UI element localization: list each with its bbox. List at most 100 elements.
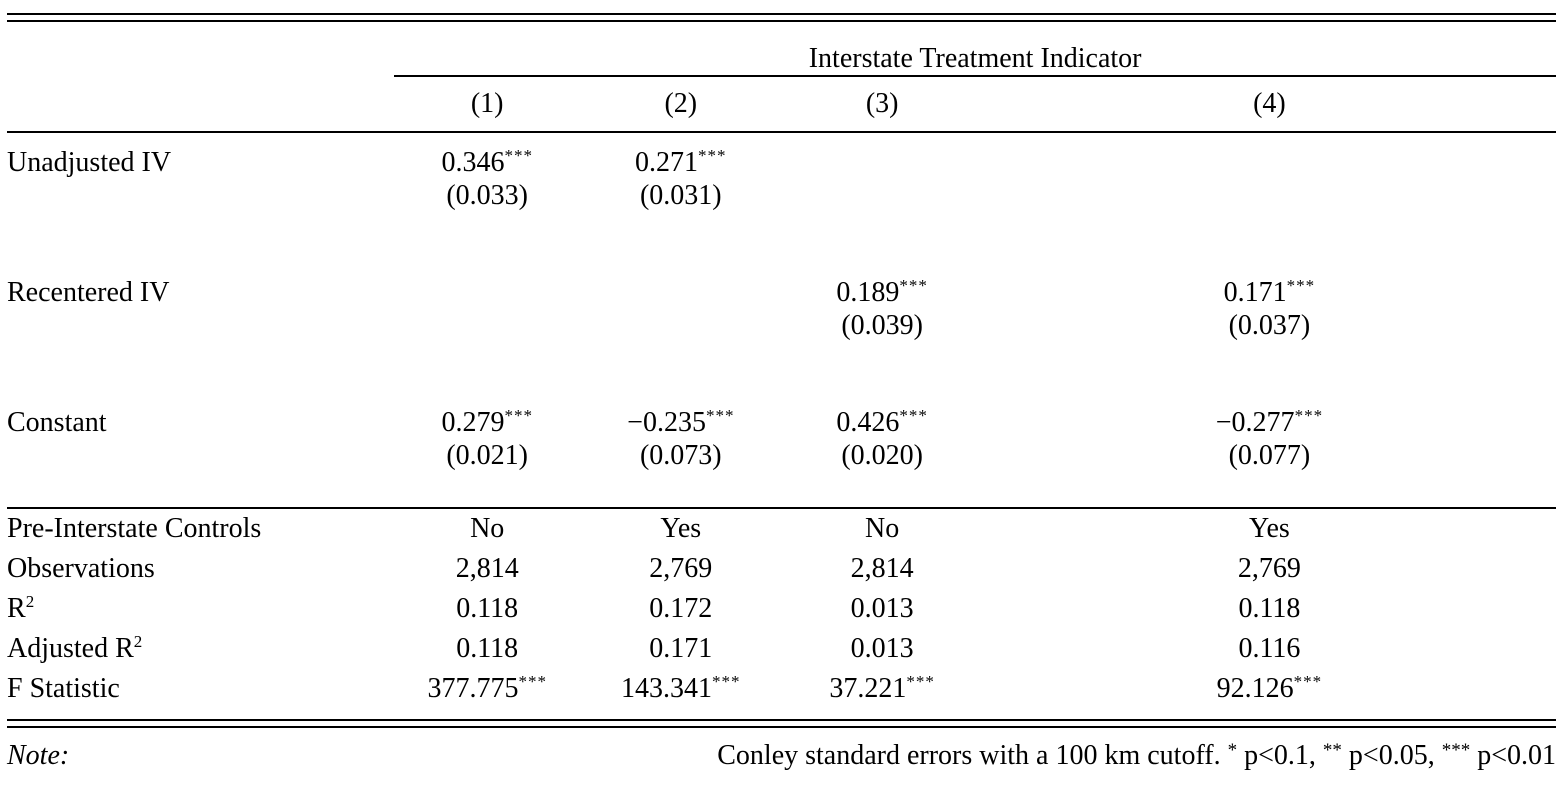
coef-row-constant: Constant 0.279*** −0.235*** 0.426*** −0.… [7,393,1556,439]
stub-empty-cell [7,179,394,219]
significance-stars: *** [899,406,928,425]
row-label: F Statistic [7,673,120,704]
coef-row-unadjusted-iv: Unadjusted IV 0.346*** 0.271*** [7,132,1556,179]
bottom-rule-row [7,709,1556,728]
regression-table: Interstate Treatment Indicator (1) (2) (… [7,22,1556,773]
label-superscript: 2 [133,632,144,651]
column-number-row: (1) (2) (3) (4) [7,76,1556,133]
coef-cell: 0.271*** [580,132,781,179]
row-label: R2 [7,592,36,624]
coef-estimate: −0.277 [1215,407,1295,438]
significance-star-key: * [1227,740,1238,761]
significance-stars: *** [712,672,741,691]
stat-cell: 2,769 [649,553,713,584]
se-cell: (0.031) [639,180,722,211]
coef-cell: 0.171*** [983,263,1556,309]
stat-cell: 0.116 [1238,633,1301,664]
stat-cell: 2,814 [455,553,519,584]
coef-estimate: 0.279 [441,407,505,438]
spacer-row [7,349,1556,393]
stat-cell: 143.341*** [621,672,741,704]
se-cell: (0.021) [446,440,529,471]
stat-cell: 0.171 [649,633,713,664]
significance-stars: *** [1294,406,1324,425]
stat-cell: 0.118 [1238,593,1301,624]
note-label: Note: [7,740,70,771]
coef-cell: −0.235*** [580,393,781,439]
se-cell [983,179,1556,219]
stat-row-adjusted-r-squared: Adjusted R2 0.118 0.171 0.013 0.116 [7,629,1556,669]
column-header-4: (4) [982,76,1556,133]
stub-empty-cell [7,309,394,349]
stub-empty-cell [7,76,395,133]
stat-cell: 37.221*** [829,672,935,704]
dependent-variable-header-row: Interstate Treatment Indicator [7,22,1556,77]
column-header-3: (3) [781,76,983,133]
se-row-recentered-iv: (0.039) (0.037) [7,309,1556,349]
row-label: Recentered IV [7,277,170,308]
coef-cell [394,263,580,309]
spacer-row [7,479,1556,508]
se-cell: (0.020) [841,440,923,471]
se-cell: (0.077) [1228,440,1311,471]
se-cell [580,309,781,349]
coef-row-recentered-iv: Recentered IV 0.189*** 0.171*** [7,263,1556,309]
significance-star-key: *** [1441,740,1471,761]
coef-cell: 0.426*** [781,393,982,439]
se-cell: (0.033) [446,180,529,211]
coef-estimate: 0.171 [1223,277,1287,308]
stat-cell: No [781,507,983,549]
top-double-rule [7,13,1556,22]
se-row-constant: (0.021) (0.073) (0.020) (0.077) [7,439,1556,479]
stat-cell: Yes [580,507,782,549]
stat-cell: No [394,507,581,549]
stat-cell: Yes [982,507,1556,549]
stat-cell: 0.118 [456,593,519,624]
stat-cell: 92.126*** [1216,672,1323,704]
dependent-variable-label: Interstate Treatment Indicator [394,22,1556,77]
significance-star-key: ** [1322,740,1342,761]
note-row: Note: Conley standard errors with a 100 … [7,728,1556,773]
se-cell [394,309,580,349]
stat-cell: 0.118 [456,633,519,664]
stat-row-controls: Pre-Interstate Controls No Yes No Yes [7,507,1556,549]
stat-cell: 0.013 [850,633,914,664]
coef-cell [580,263,781,309]
row-label: Unadjusted IV [7,147,172,178]
significance-stars: *** [504,406,533,425]
se-cell: (0.037) [1228,310,1311,341]
coef-cell: −0.277*** [983,393,1556,439]
note-text: Conley standard errors with a 100 km cut… [717,740,1556,771]
column-header-1: (1) [394,76,581,133]
significance-stars: *** [518,672,547,691]
se-cell: (0.039) [841,310,923,341]
coef-cell: 0.279*** [394,393,580,439]
bottom-double-rule [7,719,1556,728]
coef-cell [983,132,1556,179]
coef-cell [781,132,982,179]
coef-cell: 0.346*** [394,132,580,179]
stat-cell: 2,769 [1237,553,1301,584]
stat-cell: 377.775*** [427,672,547,704]
stat-cell: 0.013 [850,593,914,624]
se-cell: (0.073) [639,440,722,471]
se-row-unadjusted-iv: (0.033) (0.031) [7,179,1556,219]
stub-empty-cell [7,439,394,479]
row-label: Pre-Interstate Controls [7,507,395,549]
se-cell [781,179,982,219]
coef-estimate: 0.271 [635,147,699,178]
stat-cell: 2,814 [850,553,914,584]
significance-stars: *** [899,276,928,295]
significance-stars: *** [906,672,935,691]
stat-cell: 0.172 [649,593,713,624]
coef-estimate: 0.189 [836,277,900,308]
stat-row-f-statistic: F Statistic 377.775*** 143.341*** 37.221… [7,669,1556,709]
coef-estimate: 0.346 [441,147,505,178]
significance-stars: *** [705,406,735,425]
stat-row-r-squared: R2 0.118 0.172 0.013 0.118 [7,589,1556,629]
spacer-row [7,219,1556,263]
coef-estimate: 0.426 [836,407,900,438]
significance-stars: *** [1293,672,1323,691]
stat-row-observations: Observations 2,814 2,769 2,814 2,769 [7,549,1556,589]
